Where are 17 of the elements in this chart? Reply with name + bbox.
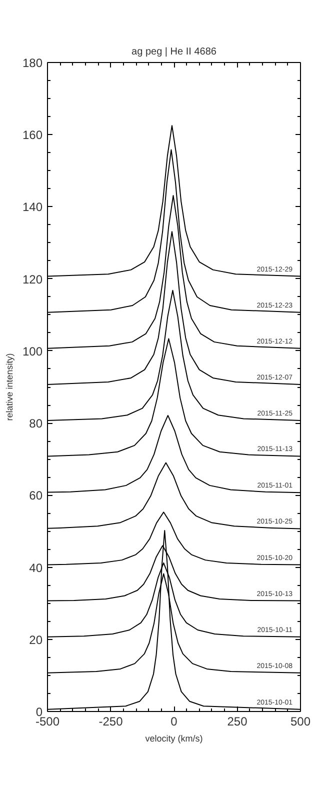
x-tick-label: -250	[98, 714, 124, 728]
y-tick-label: 40	[29, 560, 43, 575]
y-tick-label: 120	[22, 272, 43, 286]
y-axis-title: relative intensity)	[4, 353, 14, 421]
y-tick-label: 180	[22, 56, 43, 70]
x-tick-label: -500	[35, 714, 60, 728]
y-tick-label: 80	[29, 416, 43, 431]
y-tick-label: 60	[29, 488, 43, 503]
x-tick-label: 0	[170, 714, 178, 728]
x-tick-label: 250	[227, 714, 248, 728]
y-tick-label: 100	[22, 344, 43, 358]
y-tick-label: 20	[29, 632, 43, 647]
y-tick-label: 140	[22, 200, 43, 214]
x-axis-title: velocity (km/s)	[145, 734, 203, 744]
x-tick-label: 500	[290, 714, 311, 728]
y-tick-label: 160	[22, 128, 43, 142]
chart-title: ag peg | He II 4686	[132, 46, 217, 58]
